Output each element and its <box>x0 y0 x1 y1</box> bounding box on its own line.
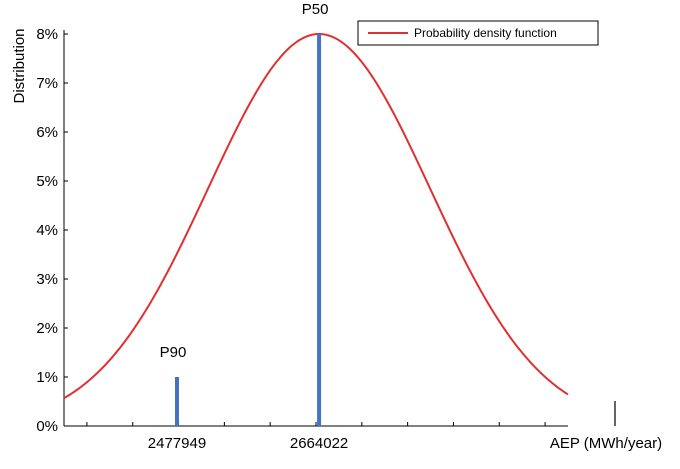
legend-entry-pdf: Probability density function <box>414 26 557 40</box>
x-tick-label: 2477949 <box>148 435 206 452</box>
y-axis-label: Distribution <box>11 28 28 103</box>
y-tick-label: 4% <box>36 222 58 239</box>
y-tick-label: 0% <box>36 418 58 435</box>
x-ticks: 2477949 2664022 <box>86 422 546 452</box>
pdf-curve <box>63 33 569 400</box>
y-tick-label: 2% <box>36 320 58 337</box>
y-tick-label: 3% <box>36 271 58 288</box>
y-tick-label: 5% <box>36 173 58 190</box>
y-ticks: 0% 1% 2% 3% 4% 5% 6% 7% 8% <box>36 26 68 435</box>
y-tick-label: 8% <box>36 26 58 43</box>
axes <box>63 30 616 427</box>
x-axis-label: AEP (MWh/year) <box>550 435 662 452</box>
marker-label-p50: P50 <box>302 1 329 18</box>
legend: Probability density function <box>357 20 599 46</box>
y-tick-label: 7% <box>36 75 58 92</box>
y-tick-label: 1% <box>36 369 58 386</box>
markers: P90 P50 <box>160 1 329 426</box>
x-tick-label: 2664022 <box>290 435 348 452</box>
marker-label-p90: P90 <box>160 344 187 361</box>
y-tick-label: 6% <box>36 124 58 141</box>
